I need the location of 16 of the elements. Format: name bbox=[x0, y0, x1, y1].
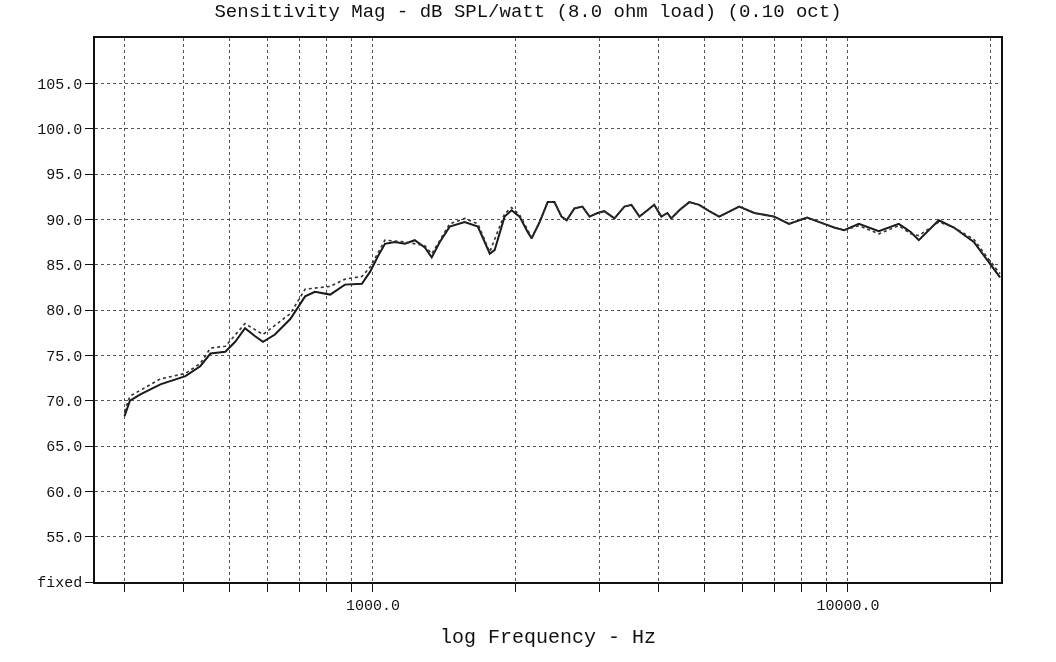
y-tick-label: 85.0 bbox=[46, 257, 83, 275]
y-tick-label: 95.0 bbox=[46, 167, 83, 185]
chart-title: Sensitivity Mag - dB SPL/watt (8.0 ohm load) (0.10 oct) bbox=[214, 0, 842, 23]
y-tick-label: 105.0 bbox=[37, 76, 83, 94]
y-tick-label: 65.0 bbox=[46, 439, 83, 457]
y-tick-label: 55.0 bbox=[46, 529, 83, 547]
y-tick-label: 70.0 bbox=[46, 393, 83, 411]
y-tick-label: 75.0 bbox=[46, 348, 83, 366]
x-axis-title: log Frequency - Hz bbox=[439, 625, 657, 649]
x-tick-label: 1000.0 bbox=[345, 597, 400, 615]
y-tick-label: fixed bbox=[37, 575, 83, 593]
y-tick-label: 100.0 bbox=[37, 121, 83, 139]
x-tick-label: 10000.0 bbox=[816, 597, 880, 615]
y-tick-label: 60.0 bbox=[46, 484, 83, 502]
y-tick-label: 90.0 bbox=[46, 212, 83, 230]
y-tick-label: 80.0 bbox=[46, 303, 83, 321]
